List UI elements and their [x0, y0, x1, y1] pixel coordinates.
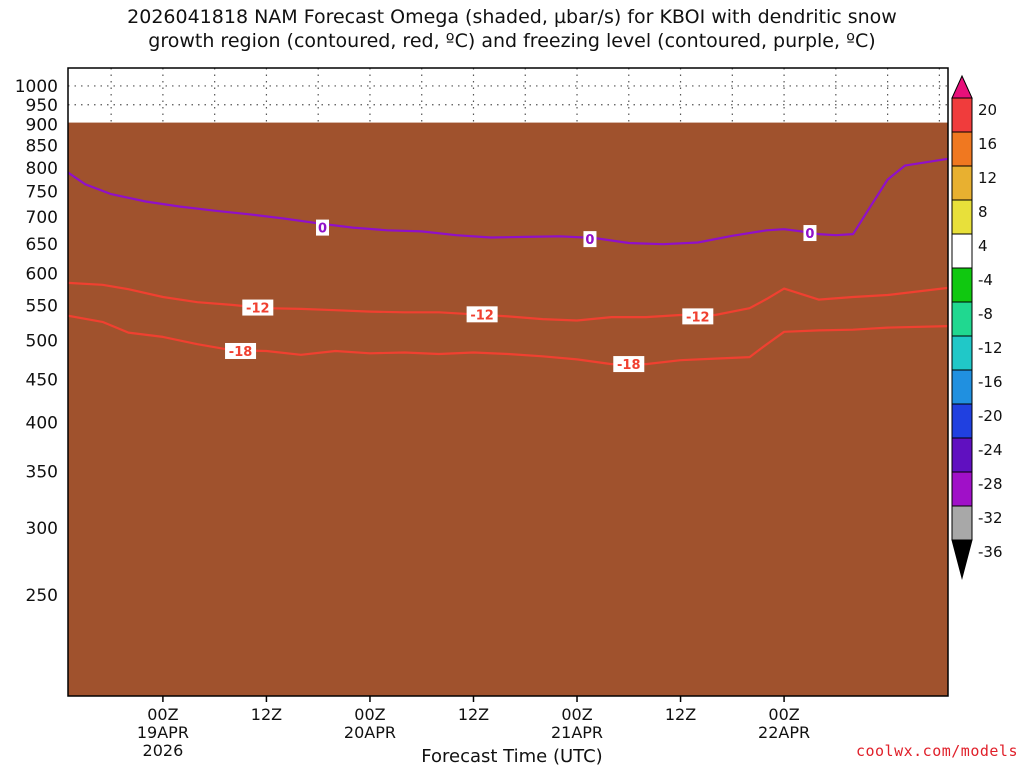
- colorbar-swatch: [951, 505, 973, 541]
- colorbar-tick-label: 20: [978, 101, 997, 119]
- y-tick-label: 700: [26, 208, 58, 228]
- contour-label-bg: [316, 219, 330, 236]
- x-tick-label: 22APR: [758, 723, 810, 742]
- colorbar-tick-label: -8: [978, 305, 993, 323]
- colorbar-tick-label: -4: [978, 271, 993, 289]
- x-tick-label: 12Z: [458, 705, 489, 724]
- colorbar-tick-label: 16: [978, 135, 997, 153]
- x-tick-label: 12Z: [665, 705, 696, 724]
- colorbar-tick-label: -20: [978, 407, 1003, 425]
- colorbar-swatch: [951, 233, 973, 269]
- contour-line: [68, 157, 948, 246]
- x-tick-label: 00Z: [147, 705, 178, 724]
- contour-label: -18: [617, 358, 641, 373]
- contour-label-bg: [466, 306, 498, 323]
- colorbar-swatch: [951, 97, 973, 133]
- plot-frame: [67, 67, 949, 697]
- colorbar-tick-label: -12: [978, 339, 1003, 357]
- contour-label-bg: [242, 299, 274, 316]
- contour-label: -12: [686, 310, 710, 325]
- x-tick-label: 00Z: [561, 705, 592, 724]
- x-tick-label: 12Z: [251, 705, 282, 724]
- colorbar-tick-label: -28: [978, 475, 1003, 493]
- contour-label: -12: [246, 302, 270, 317]
- y-tick-label: 600: [26, 265, 58, 285]
- y-tick-label: 750: [26, 183, 58, 203]
- x-tick-label: 21APR: [551, 723, 603, 742]
- y-tick-label: 950: [26, 96, 58, 116]
- contour-line: [68, 281, 948, 322]
- colorbar-tick-label: -24: [978, 441, 1003, 459]
- y-tick-label: 450: [26, 370, 58, 390]
- contour-label: 0: [318, 222, 327, 237]
- colorbar-swatch: [951, 301, 973, 337]
- contour-label-bg: [613, 356, 645, 373]
- contour-label-bg: [682, 308, 714, 325]
- x-tick-label: 00Z: [354, 705, 385, 724]
- colorbar-tick-label: -16: [978, 373, 1003, 391]
- colorbar-swatch: [951, 369, 973, 405]
- site-credit: coolwx.com/models: [855, 742, 1018, 760]
- contour-line: [68, 314, 948, 366]
- contour-label-bg: [803, 225, 817, 242]
- colorbar-swatch: [951, 267, 973, 303]
- contour-label: -18: [229, 345, 253, 360]
- colorbar-swatch: [951, 437, 973, 473]
- x-tick-label: 2026: [143, 741, 184, 760]
- chart-title-line1: 2026041818 NAM Forecast Omega (shaded, µ…: [127, 6, 897, 28]
- chart-title-line2: growth region (contoured, red, ºC) and f…: [148, 30, 876, 52]
- contour-label: 0: [585, 233, 594, 248]
- contour-label: 0: [805, 227, 814, 242]
- colorbar-swatch: [951, 471, 973, 507]
- y-tick-label: 850: [26, 137, 58, 157]
- colorbar-swatch: [951, 131, 973, 167]
- contour-label-bg: [225, 342, 257, 359]
- colorbar-bottom-triangle: [951, 539, 973, 580]
- y-tick-label: 300: [26, 519, 58, 539]
- x-tick-label: 20APR: [344, 723, 396, 742]
- colorbar-top-triangle: [951, 74, 973, 99]
- y-tick-label: 400: [26, 414, 58, 434]
- y-tick-label: 650: [26, 235, 58, 255]
- x-tick-label: 19APR: [137, 723, 189, 742]
- contour-label: -12: [470, 308, 494, 323]
- y-tick-label: 800: [26, 159, 58, 179]
- y-tick-label: 250: [26, 586, 58, 606]
- y-tick-label: 900: [26, 116, 58, 136]
- colorbar-swatch: [951, 165, 973, 201]
- colorbar-tick-label: -36: [978, 543, 1003, 561]
- colorbar-swatch: [951, 403, 973, 439]
- ground-surface: [68, 122, 948, 696]
- colorbar-tick-label: 8: [978, 203, 988, 221]
- colorbar-tick-label: -32: [978, 509, 1003, 527]
- colorbar-tick-label: 4: [978, 237, 988, 255]
- x-axis-title: Forecast Time (UTC): [421, 746, 603, 767]
- x-tick-label: 00Z: [768, 705, 799, 724]
- colorbar-tick-label: 12: [978, 169, 997, 187]
- y-tick-label: 500: [26, 332, 58, 352]
- colorbar-swatch: [951, 335, 973, 371]
- colorbar-swatch: [951, 199, 973, 235]
- y-tick-label: 1000: [15, 77, 58, 97]
- contour-label-bg: [583, 231, 597, 248]
- y-tick-label: 350: [26, 463, 58, 483]
- y-tick-label: 550: [26, 297, 58, 317]
